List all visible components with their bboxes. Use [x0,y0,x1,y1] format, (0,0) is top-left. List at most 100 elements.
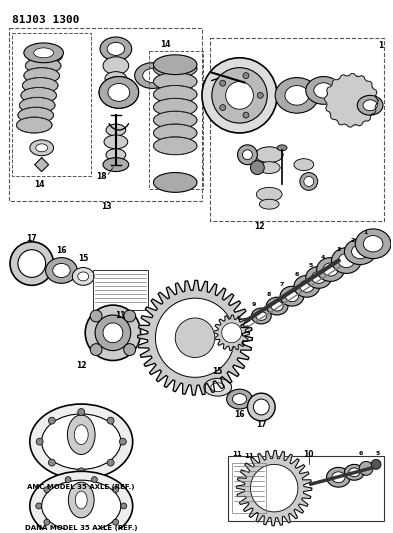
Ellipse shape [332,472,345,483]
Text: 14: 14 [35,180,45,189]
Circle shape [44,519,50,525]
Circle shape [36,503,42,509]
Ellipse shape [18,107,53,123]
Ellipse shape [344,239,376,264]
Circle shape [90,344,102,356]
Ellipse shape [357,95,383,115]
Ellipse shape [78,272,89,281]
Ellipse shape [42,414,121,470]
Circle shape [65,529,71,533]
Ellipse shape [103,158,129,172]
Circle shape [202,58,277,133]
Circle shape [18,249,46,277]
Ellipse shape [153,60,197,78]
Circle shape [212,68,267,123]
Text: 12: 12 [76,361,86,370]
Ellipse shape [258,161,280,174]
Ellipse shape [75,491,87,509]
Ellipse shape [74,425,88,445]
Ellipse shape [17,117,52,133]
Ellipse shape [323,263,338,276]
Circle shape [250,464,298,512]
Ellipse shape [266,297,288,315]
Text: 5: 5 [309,263,313,268]
Circle shape [124,344,136,356]
Ellipse shape [332,248,361,273]
Ellipse shape [317,257,344,281]
Ellipse shape [103,57,129,75]
Ellipse shape [100,37,132,61]
Circle shape [359,462,373,475]
Text: 14: 14 [160,41,171,50]
Ellipse shape [108,84,130,101]
Circle shape [250,160,264,174]
Circle shape [48,459,55,466]
Ellipse shape [327,467,350,487]
Ellipse shape [153,72,197,91]
Ellipse shape [153,124,197,142]
Ellipse shape [30,140,53,156]
Ellipse shape [153,137,197,155]
Text: DANA MODEL 35 AXLE (REF.): DANA MODEL 35 AXLE (REF.) [25,524,138,531]
Ellipse shape [211,383,225,392]
Text: 2: 2 [350,238,354,243]
Text: 9: 9 [251,302,255,306]
Ellipse shape [271,301,283,311]
Ellipse shape [30,471,133,533]
Ellipse shape [42,480,121,531]
Circle shape [119,438,126,445]
Ellipse shape [143,69,162,83]
Ellipse shape [104,135,128,149]
Circle shape [300,173,318,190]
Ellipse shape [294,276,320,297]
Ellipse shape [153,173,197,192]
Ellipse shape [67,415,95,455]
Circle shape [222,323,242,343]
Circle shape [113,519,119,525]
Circle shape [90,310,102,322]
Ellipse shape [306,77,342,104]
Text: 17: 17 [256,421,266,429]
Ellipse shape [108,84,130,101]
Circle shape [95,315,131,351]
Ellipse shape [153,55,197,75]
Ellipse shape [24,68,59,84]
Polygon shape [325,74,378,127]
Circle shape [124,310,136,322]
Ellipse shape [19,98,55,113]
Ellipse shape [105,71,127,85]
Text: 10: 10 [303,450,314,459]
Circle shape [107,459,114,466]
Ellipse shape [285,291,299,302]
Ellipse shape [99,77,139,108]
Text: 4: 4 [320,255,325,260]
Circle shape [175,318,215,358]
Ellipse shape [53,263,70,278]
Circle shape [327,76,376,125]
Ellipse shape [34,48,53,58]
Ellipse shape [355,229,391,259]
Bar [210,38,384,221]
Ellipse shape [153,111,197,129]
Text: 6: 6 [295,272,299,277]
Text: 1: 1 [378,42,384,51]
Ellipse shape [36,144,48,152]
Text: AMC MODEL 35 AXLE (REF.): AMC MODEL 35 AXLE (REF.) [28,484,135,490]
Circle shape [243,72,249,78]
Circle shape [334,84,368,117]
Ellipse shape [107,42,125,55]
Circle shape [220,104,226,110]
Ellipse shape [312,271,326,284]
Circle shape [257,92,263,99]
Ellipse shape [233,394,247,405]
Circle shape [36,438,43,445]
Ellipse shape [30,404,133,479]
Circle shape [10,242,53,285]
Text: 7: 7 [280,282,284,287]
Polygon shape [138,280,252,395]
Ellipse shape [277,145,287,151]
Ellipse shape [135,63,170,88]
Circle shape [44,487,50,492]
Polygon shape [35,158,49,172]
Circle shape [371,459,381,470]
